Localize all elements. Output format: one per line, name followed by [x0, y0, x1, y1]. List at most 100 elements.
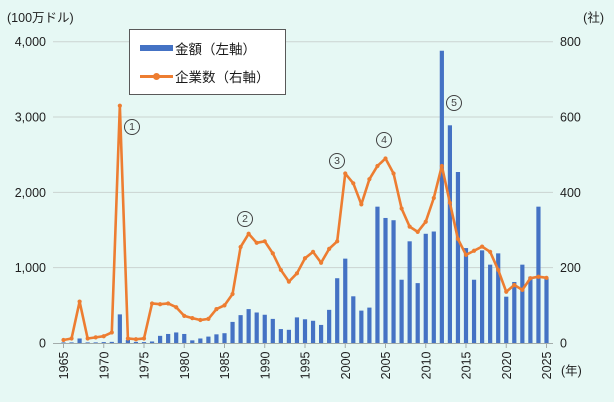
- bar-1980: [182, 333, 187, 343]
- bar-1968: [85, 342, 90, 343]
- line-point-2020: [504, 289, 509, 294]
- line-point-1980: [182, 313, 187, 318]
- line-point-1999: [335, 239, 340, 244]
- left-axis-tick-label: 4,000: [15, 35, 46, 49]
- bar-1967: [77, 338, 82, 343]
- right-axis-tick-label: 0: [560, 337, 567, 351]
- bar-1998: [327, 309, 332, 343]
- bar-1981: [190, 340, 195, 343]
- line-point-1976: [149, 301, 155, 306]
- bar-1975: [141, 342, 147, 343]
- x-axis-year-label: 1995: [299, 351, 313, 379]
- line-point-1978: [166, 301, 171, 306]
- bar-1983: [206, 336, 211, 343]
- line-point-2017: [480, 244, 485, 249]
- left-axis-tick-label: 2,000: [15, 186, 46, 200]
- bar-1985: [222, 333, 227, 343]
- legend-label-companies: 企業数（右軸）: [175, 70, 270, 85]
- line-point-2002: [359, 202, 364, 207]
- bar-2023: [528, 276, 533, 343]
- left-axis-unit-label: (100万ドル): [7, 11, 74, 25]
- line-point-2019: [496, 267, 501, 273]
- x-axis-year-label: 1980: [178, 351, 192, 379]
- line-point-1984: [214, 307, 219, 312]
- bar-2013: [447, 125, 452, 343]
- line-point-1979: [174, 305, 179, 310]
- line-point-1995: [302, 256, 308, 261]
- bar-1972: [117, 314, 122, 343]
- x-axis-ticks: [63, 343, 547, 348]
- right-axis-tick-label: 400: [560, 186, 581, 200]
- line-point-1990: [262, 239, 267, 244]
- bar-1965: [61, 342, 66, 343]
- bar-1993: [286, 329, 291, 343]
- annotation-circled-3: 3: [329, 153, 345, 169]
- line-point-2011: [431, 195, 436, 201]
- annotation-circled-2: 2: [237, 211, 253, 227]
- bar-1990: [262, 314, 267, 343]
- x-axis-year-label: 1970: [97, 351, 111, 379]
- line-point-1974: [133, 337, 139, 342]
- bar-2018: [488, 264, 493, 343]
- x-axis-year-label: 2020: [500, 351, 514, 379]
- right-axis-unit-label: (社): [583, 11, 604, 25]
- left-axis-tick-label: 1,000: [15, 261, 46, 275]
- line-marker-icon: [153, 72, 160, 80]
- line-point-2014: [455, 236, 461, 242]
- legend-item-amount: 金額（左軸）: [140, 38, 285, 58]
- line-point-1993: [286, 279, 291, 284]
- bar-1978: [166, 333, 171, 343]
- line-point-1972: [117, 103, 122, 108]
- line-point-2009: [415, 229, 420, 234]
- bar-1976: [149, 341, 155, 343]
- bar-1992: [278, 329, 283, 343]
- line-swatch-icon: [140, 72, 173, 80]
- bar-2008: [407, 241, 412, 343]
- bar-1984: [214, 334, 219, 343]
- bar-1982: [198, 338, 203, 343]
- line-point-2015: [463, 252, 469, 257]
- line-point-1973: [125, 336, 130, 341]
- line-point-1969: [93, 335, 98, 340]
- line-point-2007: [399, 206, 404, 211]
- line-point-2023: [528, 276, 533, 281]
- line-point-1968: [85, 336, 90, 341]
- bar-1994: [294, 317, 300, 343]
- line-point-2022: [520, 287, 525, 292]
- bar-2000: [343, 258, 348, 343]
- x-axis-year-label: 2025: [540, 351, 554, 379]
- line-point-2025: [544, 275, 549, 280]
- bar-2003: [367, 307, 372, 343]
- bar-2021: [512, 281, 517, 343]
- bar-1995: [302, 319, 308, 343]
- bar-2015: [463, 248, 469, 343]
- annotation-circled-1: 1: [124, 119, 140, 135]
- bar-1971: [109, 341, 114, 343]
- line-point-2010: [423, 219, 428, 224]
- bar-2010: [423, 233, 428, 343]
- line-point-1998: [327, 246, 332, 251]
- bar-1986: [230, 321, 235, 343]
- legend: 金額（左軸） 企業数（右軸）: [129, 29, 286, 95]
- line-point-2001: [351, 181, 356, 186]
- bar-1969: [93, 342, 98, 343]
- bar-swatch-icon: [140, 45, 173, 51]
- bar-1999: [335, 278, 340, 343]
- x-axis-year-label: 2015: [460, 351, 474, 379]
- line-point-1983: [206, 316, 211, 321]
- x-axis-year-label: 1975: [138, 351, 152, 379]
- x-axis-year-label: 1985: [218, 351, 232, 379]
- bar-2017: [480, 250, 485, 343]
- line-point-2024: [536, 274, 541, 279]
- line-point-2016: [471, 248, 477, 253]
- line-point-2003: [367, 177, 372, 182]
- line-point-1967: [77, 299, 82, 304]
- bar-2025: [544, 278, 549, 343]
- line-point-1989: [254, 240, 259, 245]
- x-axis-year-label: 2000: [339, 351, 353, 379]
- line-point-2004: [375, 163, 380, 169]
- x-axis-year-label: 2010: [419, 351, 433, 379]
- bar-1979: [174, 332, 179, 343]
